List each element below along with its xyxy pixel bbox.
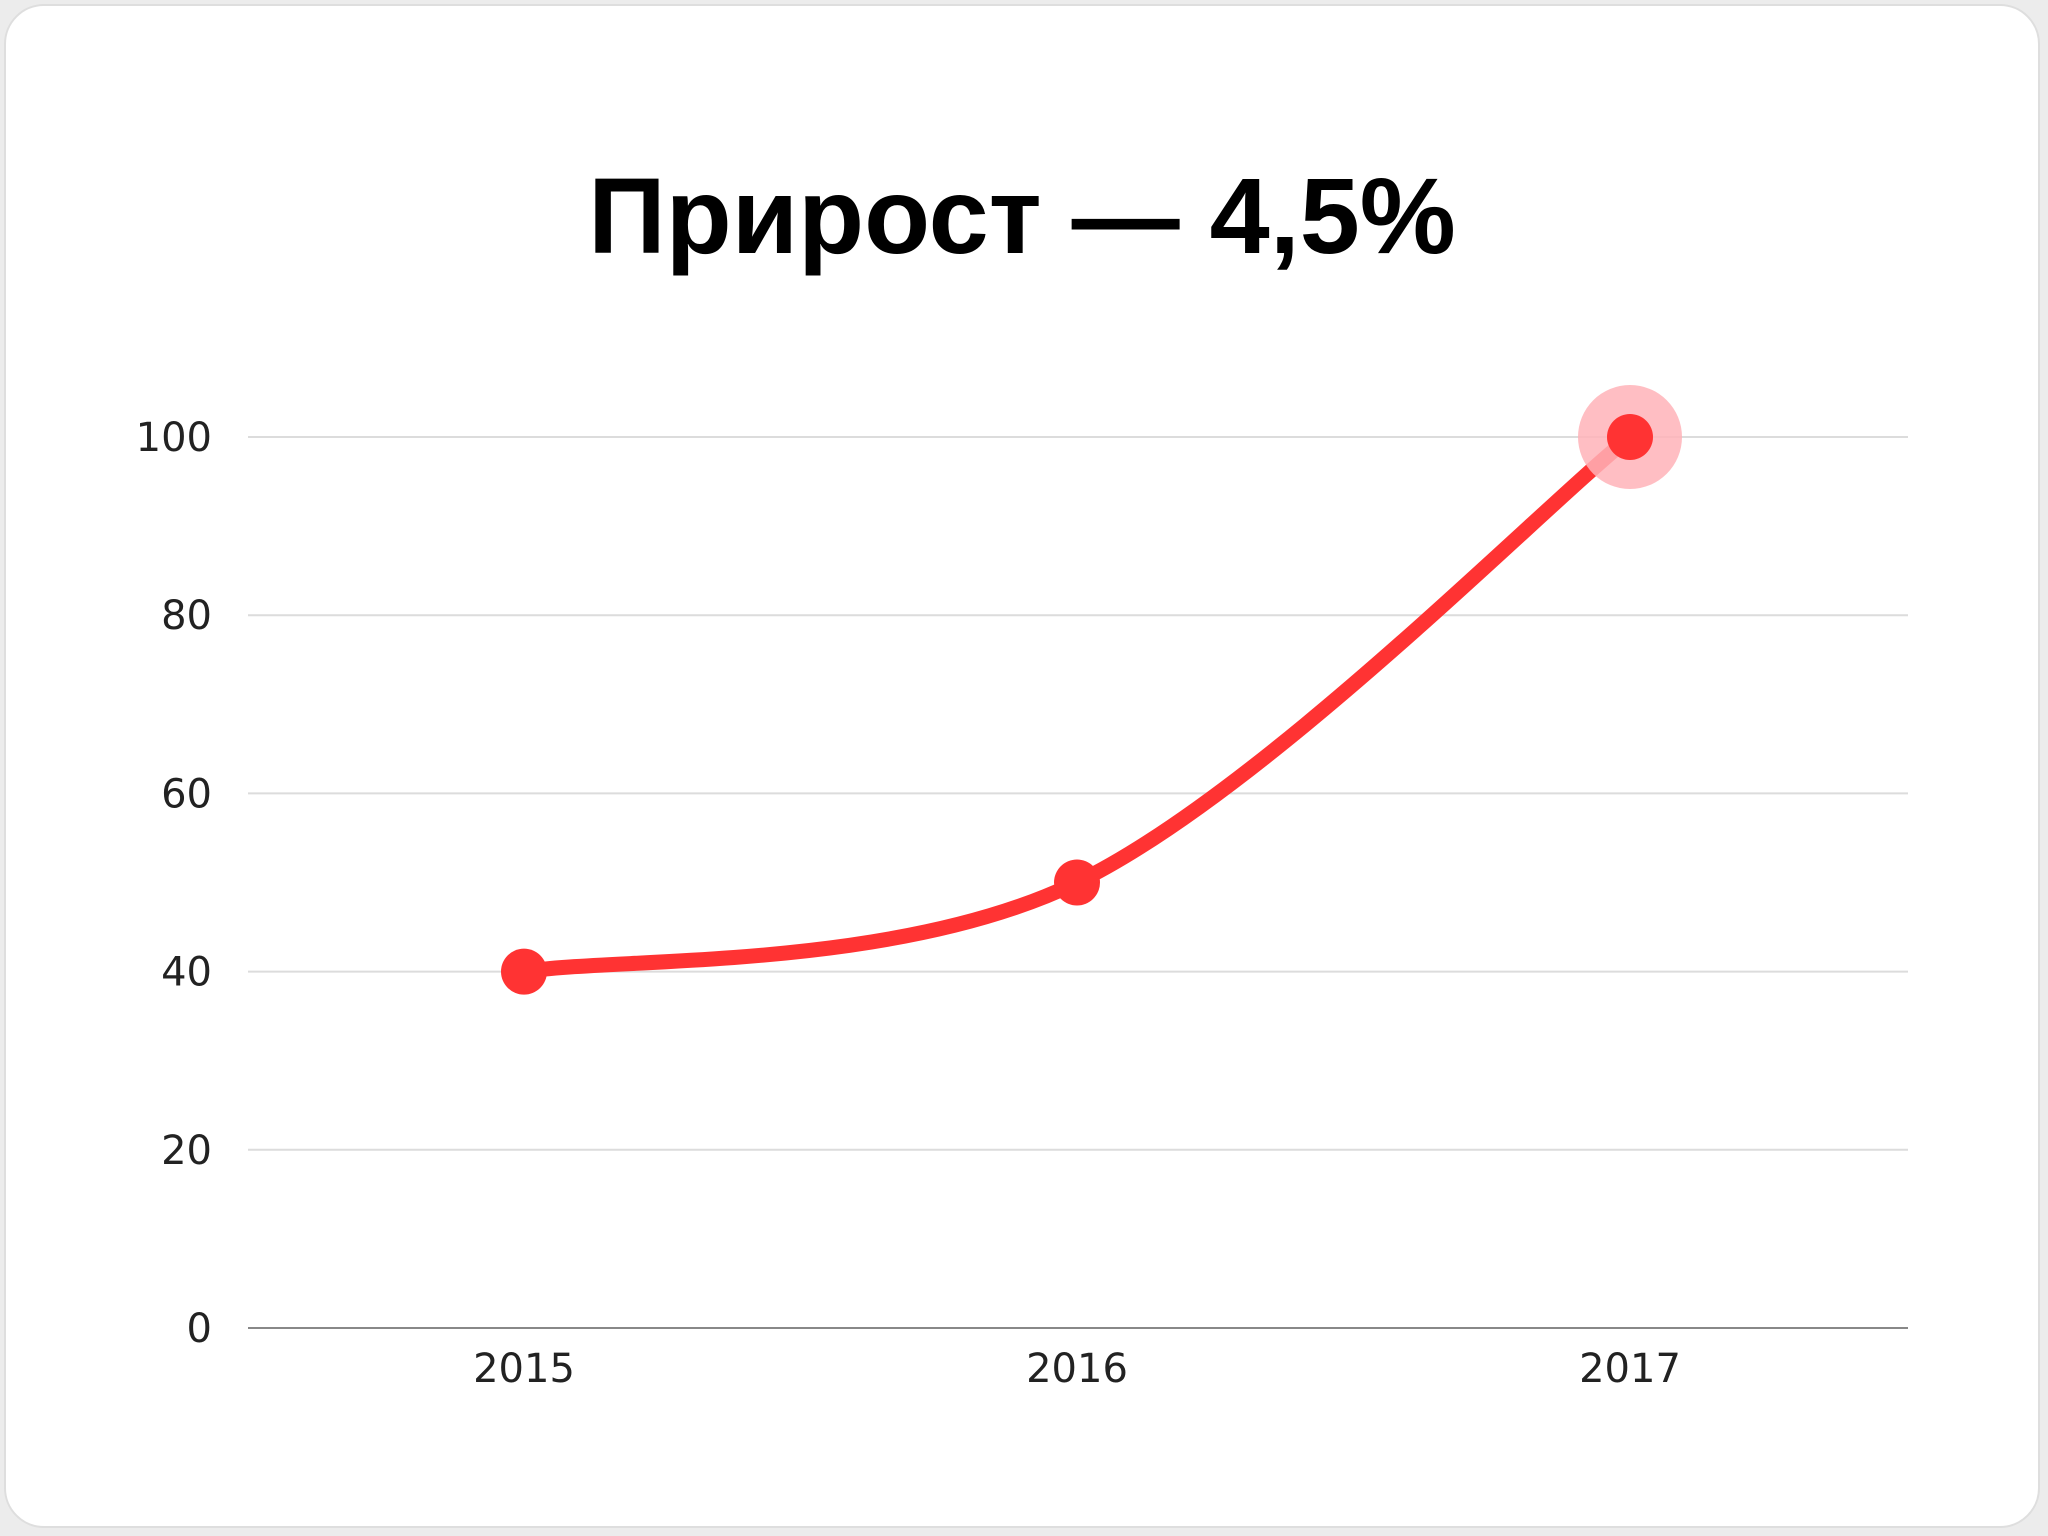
x-tick-label: 2016 bbox=[1026, 1346, 1128, 1392]
y-tick-label: 60 bbox=[161, 771, 212, 817]
x-axis: 2015 2016 2017 bbox=[473, 1346, 1681, 1392]
x-tick-label: 2017 bbox=[1579, 1346, 1681, 1392]
y-tick-label: 0 bbox=[187, 1306, 212, 1352]
y-tick-label: 80 bbox=[161, 593, 212, 639]
y-tick-label: 20 bbox=[161, 1128, 212, 1174]
data-point bbox=[1607, 414, 1653, 460]
chart-title: Прирост — 4,5% bbox=[588, 155, 1456, 276]
series bbox=[501, 385, 1682, 995]
data-point bbox=[1054, 859, 1100, 906]
x-tick-label: 2015 bbox=[473, 1346, 575, 1392]
y-axis: 0 20 40 60 80 100 bbox=[136, 415, 212, 1352]
y-tick-label: 100 bbox=[136, 415, 212, 461]
chart-card: Прирост — 4,5% bbox=[4, 4, 2040, 1528]
data-point bbox=[501, 948, 547, 995]
y-tick-label: 40 bbox=[161, 950, 212, 996]
